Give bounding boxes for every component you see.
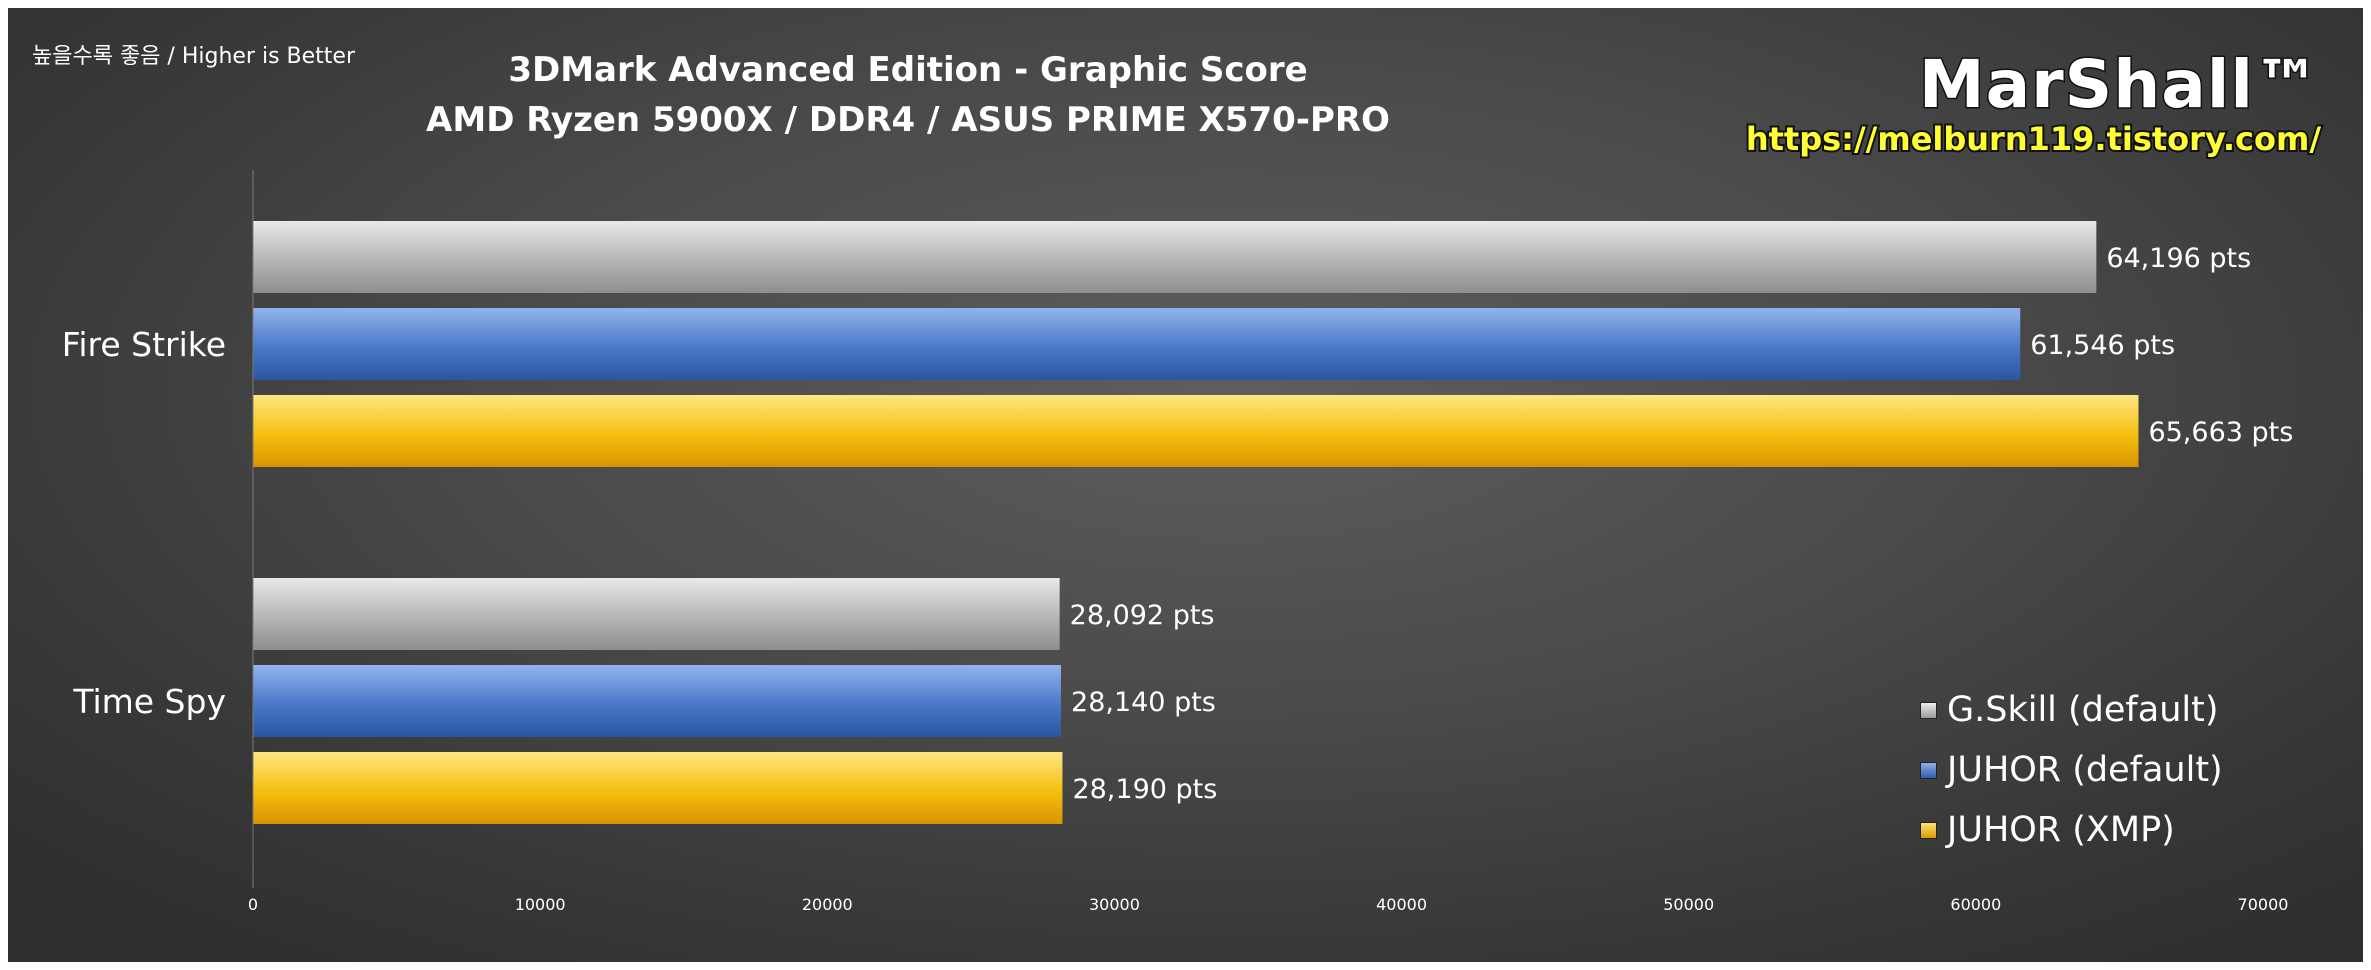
value-label-fire-strike-g-skill-default: 64,196 pts (2106, 243, 2251, 274)
bar-fire-strike-juhor-default (253, 308, 2021, 380)
bars-group: 64,196 pts 61,546 pts 65,663 pts 28,092 pts… (253, 221, 2293, 824)
x-tick-20000: 20000 (802, 895, 853, 914)
brand-logo: MarShall™ (1917, 45, 2321, 125)
legend-swatch-gskill (1920, 701, 1937, 719)
legend-label-gskill: G.Skill (default) (1947, 690, 2219, 730)
x-tick-40000: 40000 (1376, 895, 1427, 914)
category-labels: Fire Strike Time Spy (62, 325, 226, 721)
legend-item-juhor-xmp: JUHOR (XMP) (1920, 800, 2223, 860)
value-label-fire-strike-juhor-default: 61,546 pts (2030, 330, 2175, 361)
chart-title: 3DMark Advanced Edition - Graphic Score (508, 50, 1308, 90)
x-tick-50000: 50000 (1663, 895, 1714, 914)
category-label-fire-strike: Fire Strike (62, 325, 226, 364)
legend-label-juhor-xmp: JUHOR (XMP) (1947, 810, 2175, 850)
bar-chart: 64,196 pts 61,546 pts 65,663 pts 28,092 pts… (62, 170, 2293, 914)
value-label-time-spy-g-skill-default: 28,092 pts (1070, 600, 1215, 631)
x-tick-0: 0 (248, 895, 258, 914)
legend-item-juhor-default: JUHOR (default) (1920, 740, 2223, 800)
bar-time-spy-juhor-xmp (253, 752, 1063, 824)
higher-is-better-note: 높을수록 좋음 / Higher is Better (32, 44, 355, 69)
x-tick-30000: 30000 (1089, 895, 1140, 914)
value-label-fire-strike-juhor-xmp: 65,663 pts (2148, 417, 2293, 448)
value-label-time-spy-juhor-default: 28,140 pts (1071, 687, 1216, 718)
x-axis-ticks: 0 10000 20000 30000 40000 50000 60000 70000 (248, 895, 2289, 914)
legend-swatch-juhor-default (1920, 761, 1937, 779)
legend-label-juhor-default: JUHOR (default) (1947, 750, 2223, 790)
legend: G.Skill (default) JUHOR (default) JUHOR … (1920, 680, 2223, 860)
x-tick-70000: 70000 (2238, 895, 2289, 914)
brand-url: https://melburn119.tistory.com/ (1744, 118, 2323, 160)
bar-fire-strike-juhor-xmp (253, 395, 2139, 467)
legend-swatch-juhor-xmp (1920, 821, 1937, 839)
bar-fire-strike-g-skill-default (253, 221, 2097, 293)
value-label-time-spy-juhor-xmp: 28,190 pts (1072, 774, 1217, 805)
bar-time-spy-g-skill-default (253, 578, 1060, 650)
x-tick-60000: 60000 (1950, 895, 2001, 914)
category-label-time-spy: Time Spy (72, 682, 226, 721)
chart-subtitle: AMD Ryzen 5900X / DDR4 / ASUS PRIME X570… (426, 100, 1390, 140)
bar-time-spy-juhor-default (253, 665, 1062, 737)
chart-panel: 높을수록 좋음 / Higher is Better 3DMark Advanc… (8, 8, 2363, 962)
legend-item-gskill: G.Skill (default) (1920, 680, 2223, 740)
x-tick-10000: 10000 (515, 895, 566, 914)
